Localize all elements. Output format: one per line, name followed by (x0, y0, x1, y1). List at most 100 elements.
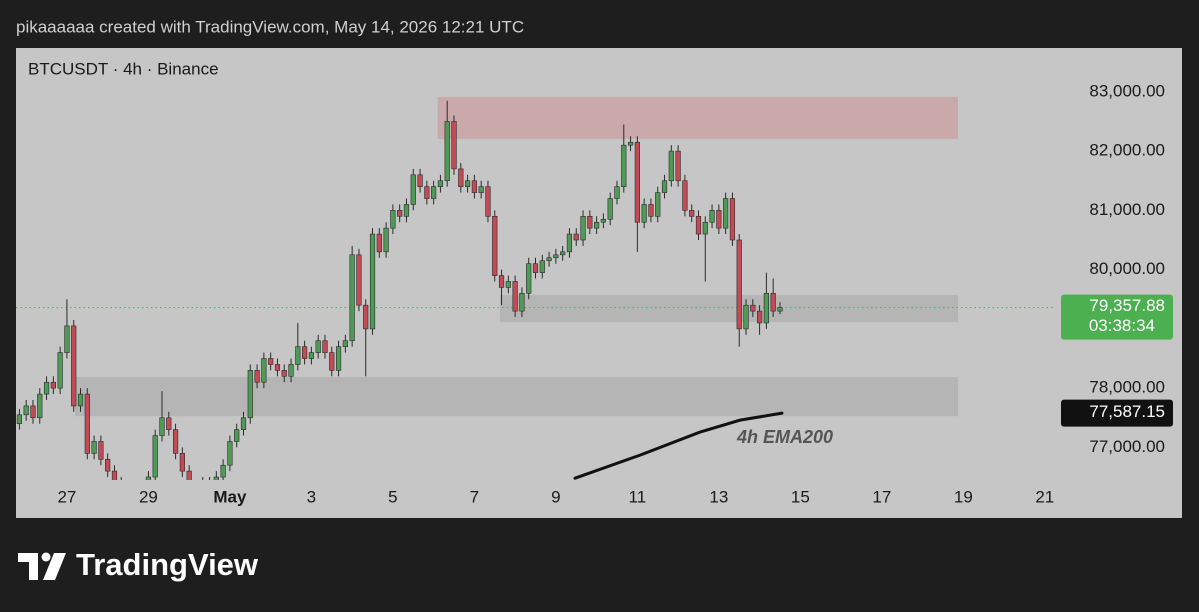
candle-body (770, 293, 776, 312)
ema-price-label: 77,587.15 (1089, 402, 1165, 421)
candle-body (77, 393, 84, 407)
candle-body (560, 251, 566, 256)
candle-body (98, 441, 104, 460)
candle-body (594, 221, 600, 229)
y-tick-label: 78,000.00 (1089, 378, 1165, 397)
candle-body (682, 180, 688, 211)
candle-body (431, 186, 437, 199)
logo-shape (18, 553, 38, 580)
candle-body (526, 263, 532, 294)
candle-body (30, 405, 36, 419)
candle-body (403, 204, 410, 217)
candle-body (43, 381, 50, 395)
candle-body (600, 218, 607, 223)
candle-body (485, 186, 491, 217)
candle-body (743, 304, 749, 330)
candle-body (648, 204, 654, 217)
candle-body (308, 352, 315, 359)
candle-body (295, 346, 301, 365)
candle-body (213, 476, 219, 480)
candle-body (444, 121, 450, 182)
candle-body (376, 233, 382, 253)
candle-body (166, 417, 172, 430)
y-tick-label: 81,000.00 (1089, 200, 1165, 219)
candle-body (566, 233, 573, 253)
candle-body (369, 233, 376, 330)
x-tick-label: 29 (139, 487, 158, 506)
x-tick-label: 17 (872, 487, 891, 506)
x-tick-label: 5 (388, 487, 397, 506)
candle-body (281, 370, 287, 377)
candle-body (322, 340, 328, 353)
candle-body (329, 352, 335, 371)
x-tick-label: 15 (791, 487, 810, 506)
candle-body (152, 435, 158, 478)
candle-body (179, 453, 185, 472)
candle-body (736, 239, 742, 330)
candle-body (451, 121, 457, 170)
candle-body (587, 215, 593, 229)
candle-body (750, 304, 756, 312)
candle-body (695, 215, 702, 235)
x-tick-label: 21 (1035, 487, 1054, 506)
candle-body (580, 215, 586, 241)
candle-body (145, 476, 152, 480)
candle-body (777, 307, 783, 312)
candle-body (220, 464, 226, 478)
candle-body (689, 210, 695, 217)
candle-body (417, 174, 423, 187)
candle-body (342, 340, 348, 347)
candle-body (57, 352, 63, 389)
candle-body (505, 281, 511, 288)
candle-body (539, 260, 545, 273)
x-tick-label: 3 (307, 487, 316, 506)
candle-body (240, 417, 247, 430)
candle-body (84, 393, 90, 454)
candle-body (50, 381, 56, 389)
candle-body (23, 405, 29, 416)
candle-body (172, 429, 179, 454)
candle-body (729, 198, 736, 241)
zone (500, 295, 959, 323)
candle-body (390, 210, 396, 229)
x-tick-label: 19 (954, 487, 973, 506)
candle-body (546, 257, 552, 262)
candle-body (186, 470, 192, 480)
x-tick-label: May (213, 487, 247, 506)
tradingview-logo (18, 552, 66, 580)
candle-body (723, 198, 729, 229)
candle-body (675, 150, 681, 182)
x-tick-label: 7 (470, 487, 479, 506)
candle-body (512, 281, 518, 312)
ema-line (573, 411, 784, 480)
candle-body (607, 198, 613, 220)
ema-price-box (1061, 399, 1173, 427)
zone (437, 96, 959, 139)
candle-body (315, 340, 321, 353)
candle-body (302, 346, 308, 359)
candle-body (383, 227, 389, 253)
candle-body (274, 364, 281, 371)
x-tick-label: 13 (709, 487, 728, 506)
countdown-label: 03:38:34 (1089, 316, 1155, 335)
candle-body (661, 180, 668, 193)
y-tick-label: 83,000.00 (1089, 81, 1165, 100)
candle-body (464, 180, 471, 187)
candle-body (268, 358, 274, 365)
candle-body (424, 186, 430, 199)
candle-body (234, 429, 240, 442)
y-tick-label: 82,000.00 (1089, 141, 1165, 160)
candle-body (288, 364, 294, 377)
candle-body (91, 441, 97, 454)
candle-body (519, 293, 525, 312)
candle-body (71, 325, 77, 407)
candle-body (458, 168, 464, 187)
candle-body (573, 233, 579, 241)
zone (75, 377, 959, 417)
candle-body (261, 358, 267, 383)
x-tick-label: 11 (629, 487, 647, 506)
candle-body (668, 150, 674, 182)
plot-area (16, 96, 1055, 480)
